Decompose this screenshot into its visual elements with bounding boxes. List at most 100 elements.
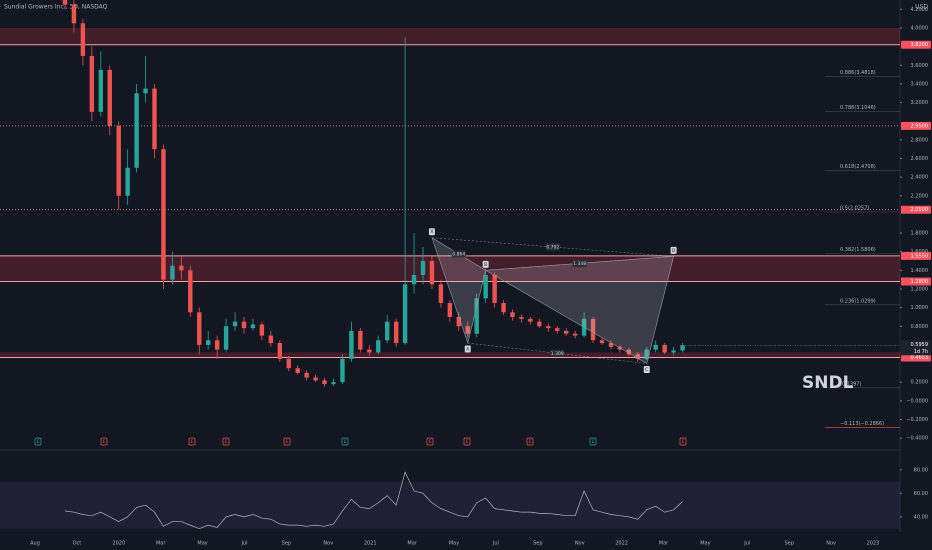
x-tick-label: Mar [156, 541, 166, 547]
earnings-marker [341, 437, 349, 446]
ratio-box [545, 243, 560, 251]
ratio-box [451, 250, 466, 258]
candle-body [143, 88, 148, 94]
ratio-label: 1.348 [573, 261, 586, 267]
ratio-label: 0.864 [452, 252, 465, 258]
earnings-marker [283, 437, 291, 446]
earnings-marker [526, 437, 534, 446]
y-tick-label: 3.4000 [911, 81, 929, 87]
y-tick-label: 1.2000 [911, 286, 929, 292]
candle-body [241, 321, 247, 329]
earnings-marker [589, 437, 597, 446]
candle-body [214, 340, 220, 350]
pattern-leg [485, 256, 674, 271]
candle-body [286, 358, 291, 369]
candle-body [519, 316, 524, 319]
candle-body [134, 93, 139, 168]
candle-body [268, 335, 274, 344]
candle-body [188, 270, 193, 313]
y-tick-label: 4.2000 [911, 7, 929, 13]
pattern-point-label: A [466, 347, 470, 353]
level-label: 2.9500 [911, 123, 929, 129]
candle-body [680, 345, 685, 351]
candle-body [420, 261, 426, 275]
candle-body [555, 328, 560, 331]
x-tick-label: Sep [533, 541, 542, 547]
candle-body [197, 312, 202, 345]
candle-body [393, 321, 399, 344]
ratio-box [550, 349, 565, 357]
level-label: 1.2800 [911, 279, 929, 285]
candle-body [671, 350, 676, 353]
candle-body [429, 261, 435, 285]
level-label-box [901, 277, 931, 286]
x-tick-label: 2021 [364, 541, 377, 547]
level-label: 3.8200 [911, 42, 929, 48]
candle-body [367, 349, 372, 353]
x-tick-label: May [197, 541, 207, 547]
candle-body [483, 275, 488, 299]
watermark: SNDL [802, 373, 854, 393]
fib-label: 0.382(1.5806) [840, 247, 876, 253]
candle-body [71, 4, 77, 24]
y-tick-label: −0.4000 [906, 436, 928, 442]
candle-body [232, 321, 238, 327]
fib-label: 0.5(2.0257) [840, 206, 869, 212]
candle-body [331, 382, 336, 385]
x-tick-label: Sep [282, 541, 291, 547]
countdown: 1d 7h [914, 349, 928, 355]
candle-body [250, 324, 256, 329]
candle-body [546, 326, 551, 329]
zone [0, 255, 900, 282]
y-tick-label: 3.2000 [911, 100, 929, 106]
x-tick-label: Nov [323, 541, 333, 547]
pattern-point-label: D [672, 248, 676, 254]
x-tick-label: Jul [743, 541, 750, 547]
x-tick-label: Sep [784, 541, 793, 547]
rsi-tick-label: 80.00 [914, 467, 928, 473]
candle-body [564, 330, 569, 334]
candle-body [492, 275, 497, 303]
candle-body [528, 318, 533, 322]
candle-body [411, 275, 417, 285]
earnings-label: E [225, 439, 228, 445]
candle-body [170, 265, 175, 280]
x-tick-label: Jul [240, 541, 247, 547]
y-tick-label: 2.6000 [911, 156, 929, 162]
candle-body [80, 23, 86, 56]
x-tick-label: May [449, 541, 459, 547]
candle-body [277, 343, 282, 359]
earnings-marker [679, 437, 687, 446]
y-tick-label: −0.0000 [906, 398, 928, 404]
earnings-marker [426, 437, 434, 446]
candle-body [358, 330, 363, 350]
y-tick-label: −0.2000 [906, 417, 928, 423]
candle-body [465, 326, 470, 334]
rsi-line [64, 471, 683, 530]
candle-body [501, 302, 506, 313]
rsi-band [0, 481, 900, 529]
ratio-label: 0.792 [546, 245, 559, 251]
x-tick-label: Jul [492, 541, 499, 547]
earnings-label: E [429, 439, 432, 445]
rsi-tick-label: 60.00 [914, 491, 928, 497]
candle-body [608, 343, 614, 347]
fib-label: (0.1397) [840, 381, 861, 387]
candle-body [510, 312, 515, 317]
candle-body [662, 344, 667, 353]
x-tick-label: Oct [73, 541, 82, 547]
pattern-point-label: B [484, 262, 487, 268]
current-price-label: 0.5959 [911, 342, 929, 348]
candle-body [537, 321, 542, 327]
level-label: 0.4653 [911, 355, 929, 361]
candle-body [447, 302, 453, 317]
pattern-point-box [670, 246, 677, 254]
pattern-point-box [464, 345, 471, 353]
candle-body [385, 321, 390, 341]
candle-body [474, 298, 479, 334]
candle-body [62, 0, 68, 5]
candle-body [572, 333, 578, 336]
candle-body [295, 368, 300, 373]
candle-body [89, 55, 95, 112]
